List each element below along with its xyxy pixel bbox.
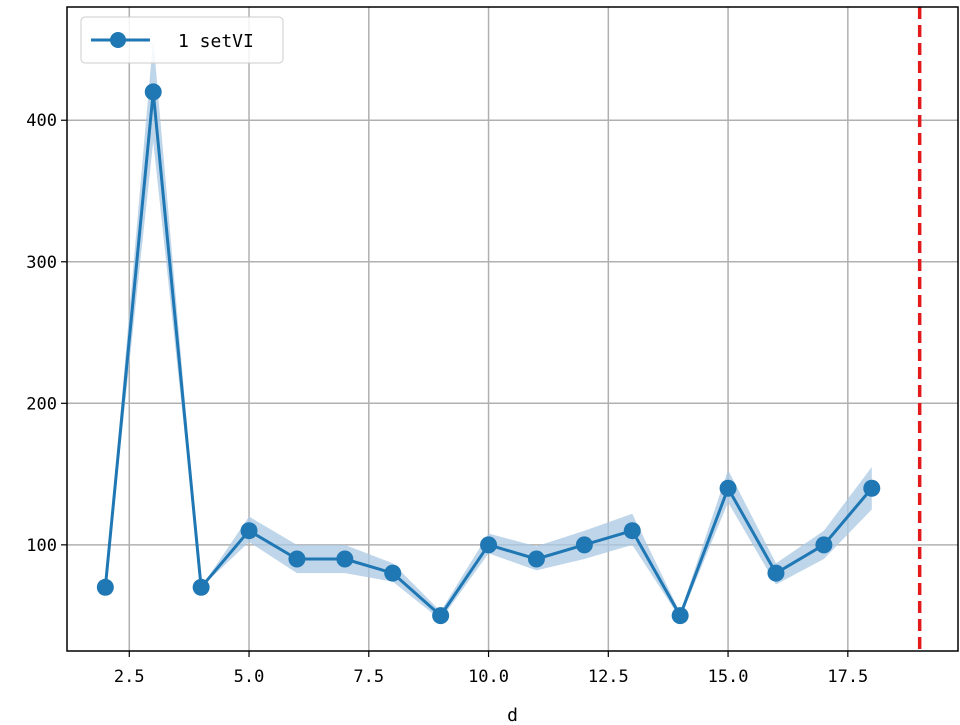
legend-entry-label: 1 setVI	[178, 31, 254, 52]
data-point	[144, 83, 162, 101]
data-point	[384, 564, 402, 582]
data-point	[240, 522, 258, 540]
legend-box	[80, 16, 284, 64]
data-point	[863, 479, 881, 497]
x-tick-label: 2.5	[114, 667, 145, 687]
x-axis: 2.5 5.0 7.5 10.0 12.5 15.0 17.5	[114, 651, 868, 687]
data-point	[815, 536, 833, 554]
data-point	[671, 607, 689, 625]
data-point	[432, 607, 450, 625]
data-point	[480, 536, 498, 554]
y-axis: 100 200 300 400	[26, 111, 67, 556]
data-point	[192, 578, 210, 596]
x-tick-label: 5.0	[234, 667, 265, 687]
x-tick-label: 7.5	[353, 667, 384, 687]
data-points-layer	[96, 83, 881, 625]
grid-lines	[67, 7, 958, 651]
data-point	[288, 550, 306, 568]
y-tick-label: 200	[26, 394, 57, 414]
data-point	[575, 536, 593, 554]
x-tick-label: 15.0	[708, 667, 749, 687]
plot-frame	[66, 6, 959, 652]
data-point	[719, 479, 737, 497]
x-axis-label: d	[507, 705, 518, 725]
data-point	[767, 564, 785, 582]
data-point	[96, 578, 114, 596]
x-tick-label: 12.5	[588, 667, 629, 687]
y-tick-label: 300	[26, 253, 57, 273]
legend-marker-icon	[110, 32, 126, 48]
y-tick-label: 100	[26, 536, 57, 556]
y-tick-label: 400	[26, 111, 57, 131]
x-tick-label: 17.5	[827, 667, 868, 687]
data-point	[336, 550, 354, 568]
legend: 1 setVI	[80, 16, 284, 64]
data-point	[527, 550, 545, 568]
x-tick-label: 10.0	[468, 667, 509, 687]
data-point	[623, 522, 641, 540]
